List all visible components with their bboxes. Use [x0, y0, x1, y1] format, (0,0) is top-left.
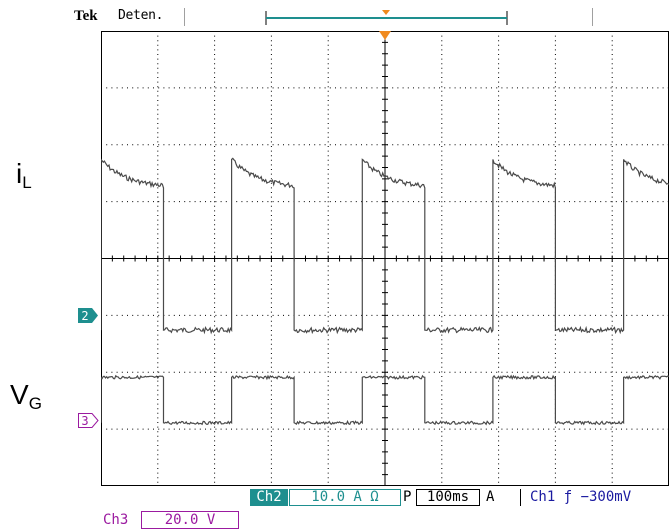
status-divider: [184, 8, 185, 26]
ch2-tag[interactable]: Ch2: [250, 489, 288, 506]
brand-logo: Tek: [74, 8, 98, 25]
trigger-mode-readout: A: [486, 489, 494, 506]
inductor-current-label: iL: [16, 158, 32, 193]
graticule: [101, 31, 669, 486]
ch2-scale-readout: 10.0 A Ω: [289, 489, 401, 506]
acquisition-state: Deten.: [118, 8, 163, 23]
trigger-position-marker[interactable]: [379, 31, 391, 40]
ch3-scale-readout: 20.0 V: [141, 511, 239, 529]
svg-text:2: 2: [81, 309, 88, 323]
waveform-display: [101, 31, 669, 486]
acquisition-mode-readout: P: [403, 489, 411, 506]
timebase-readout: 100ms: [416, 489, 480, 506]
ch2-ground-marker[interactable]: 2: [78, 308, 99, 323]
record-view-indicator: [264, 9, 509, 27]
trigger-source-readout: Ch1 ƒ −300mV: [520, 489, 669, 506]
status-bar: Tek Deten.: [0, 0, 669, 28]
svg-text:3: 3: [81, 414, 88, 428]
ch3-ground-marker[interactable]: 3: [78, 413, 99, 428]
status-divider: [592, 8, 593, 26]
ch3-tag[interactable]: Ch3: [103, 512, 128, 529]
gate-voltage-label: VG: [10, 379, 42, 414]
